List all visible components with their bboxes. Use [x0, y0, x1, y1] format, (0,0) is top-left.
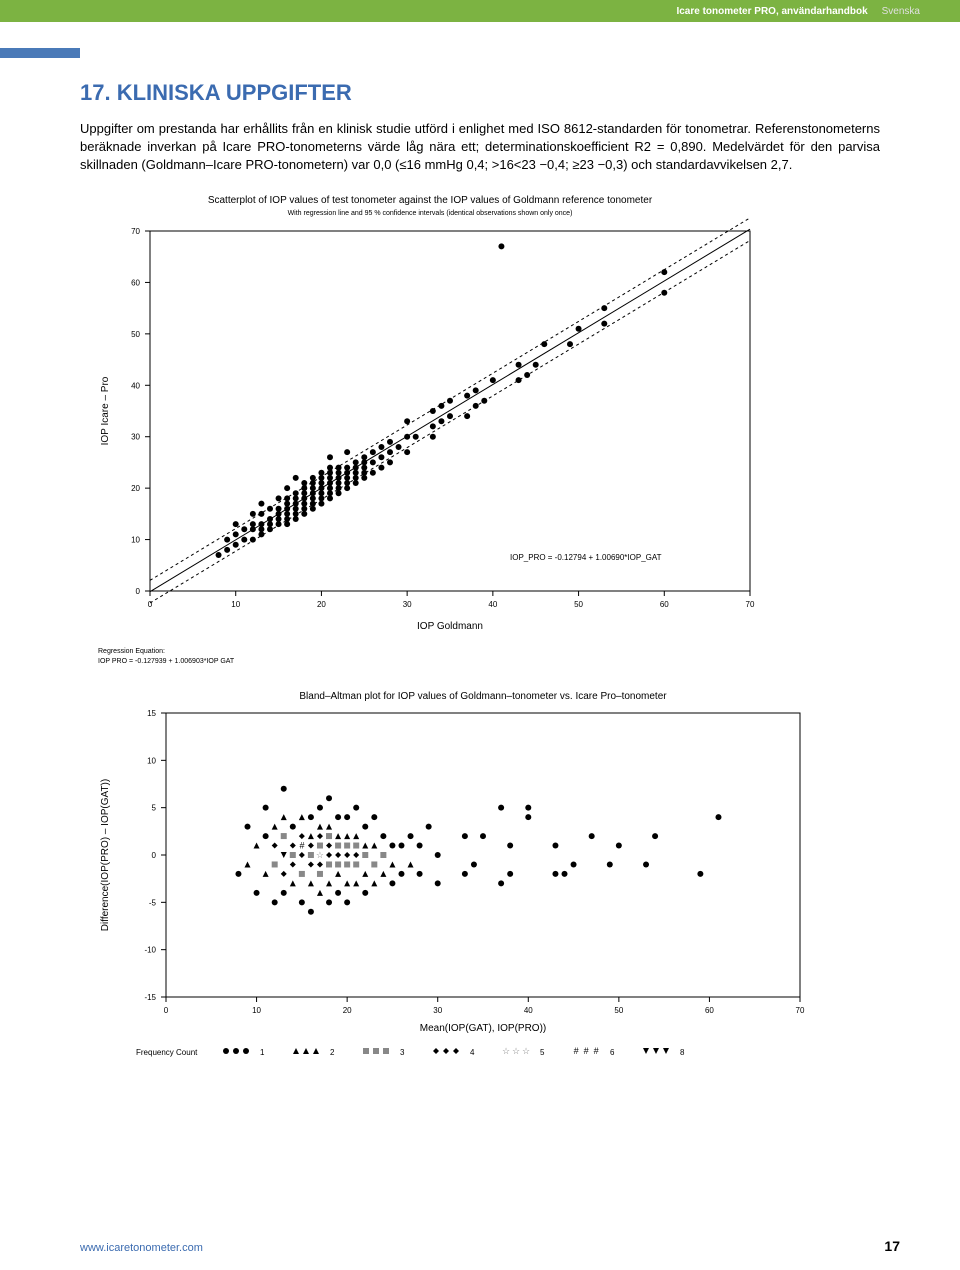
header-bar: Icare tonometer PRO, användarhandbok Sve… [0, 0, 960, 22]
svg-text:#: # [573, 1046, 579, 1056]
scatter-figure: Scatterplot of IOP values of test tonome… [90, 191, 880, 671]
svg-text:IOP Goldmann: IOP Goldmann [417, 621, 483, 632]
svg-text:70: 70 [796, 1006, 805, 1015]
header-language: Svenska [882, 6, 920, 17]
svg-text:0: 0 [164, 1006, 169, 1015]
svg-text:☆: ☆ [316, 850, 324, 860]
content: 17. KLINISKA UPPGIFTER Uppgifter om pres… [80, 80, 880, 1067]
svg-text:20: 20 [131, 484, 140, 493]
svg-text:☆: ☆ [512, 1046, 520, 1056]
svg-text:4: 4 [470, 1048, 475, 1057]
svg-text:10: 10 [131, 535, 140, 544]
svg-text:20: 20 [317, 600, 326, 609]
svg-text:IOP PRO = -0.127939 + 1.006903: IOP PRO = -0.127939 + 1.006903*IOP GAT [98, 658, 235, 665]
bland-altman-figure: Bland–Altman plot for IOP values of Gold… [90, 687, 880, 1067]
svg-text:20: 20 [343, 1006, 352, 1015]
section-heading: 17. KLINISKA UPPGIFTER [80, 80, 880, 106]
svg-text:2: 2 [330, 1048, 335, 1057]
svg-text:IOP Icare – Pro: IOP Icare – Pro [100, 376, 111, 445]
scatter-chart: Scatterplot of IOP values of test tonome… [90, 191, 770, 671]
svg-text:☆: ☆ [522, 1046, 530, 1056]
svg-text:☆: ☆ [502, 1046, 510, 1056]
svg-text:1: 1 [260, 1048, 265, 1057]
svg-text:5: 5 [540, 1048, 545, 1057]
svg-text:#: # [299, 840, 305, 850]
svg-text:#: # [583, 1046, 589, 1056]
svg-text:Scatterplot of IOP values of t: Scatterplot of IOP values of test tonome… [208, 195, 653, 206]
svg-text:40: 40 [524, 1006, 533, 1015]
svg-text:IOP_PRO = -0.12794 + 1.00690*I: IOP_PRO = -0.12794 + 1.00690*IOP_GAT [510, 553, 662, 562]
svg-text:60: 60 [705, 1006, 714, 1015]
svg-text:50: 50 [131, 329, 140, 338]
footer-url: www.icaretonometer.com [80, 1242, 203, 1254]
svg-text:30: 30 [403, 600, 412, 609]
svg-text:0: 0 [152, 851, 157, 860]
svg-text:Regression Equation:: Regression Equation: [98, 648, 165, 655]
svg-text:Difference(IOP(PRO) – IOP(GAT): Difference(IOP(PRO) – IOP(GAT)) [100, 778, 111, 930]
svg-text:6: 6 [610, 1048, 615, 1057]
svg-text:50: 50 [614, 1006, 623, 1015]
svg-text:50: 50 [574, 600, 583, 609]
header-title: Icare tonometer PRO, användarhandbok [676, 6, 867, 17]
page-number: 17 [884, 1238, 900, 1254]
footer: www.icaretonometer.com 17 [80, 1238, 900, 1254]
svg-text:5: 5 [152, 803, 157, 812]
svg-text:10: 10 [231, 600, 240, 609]
svg-text:Mean(IOP(GAT), IOP(PRO)): Mean(IOP(GAT), IOP(PRO)) [420, 1023, 547, 1034]
svg-text:10: 10 [252, 1006, 261, 1015]
svg-text:30: 30 [433, 1006, 442, 1015]
accent-line [0, 48, 80, 58]
svg-text:3: 3 [400, 1048, 405, 1057]
svg-text:70: 70 [131, 227, 140, 236]
svg-text:10: 10 [147, 756, 156, 765]
svg-text:Bland–Altman plot for IOP valu: Bland–Altman plot for IOP values of Gold… [299, 691, 667, 702]
svg-text:30: 30 [131, 432, 140, 441]
svg-text:#: # [593, 1046, 599, 1056]
svg-text:-15: -15 [144, 993, 156, 1002]
svg-text:8: 8 [680, 1048, 685, 1057]
svg-text:-10: -10 [144, 945, 156, 954]
bland-altman-chart: Bland–Altman plot for IOP values of Gold… [90, 687, 820, 1067]
svg-text:0: 0 [136, 587, 141, 596]
svg-text:40: 40 [488, 600, 497, 609]
svg-text:60: 60 [131, 278, 140, 287]
svg-text:60: 60 [660, 600, 669, 609]
svg-text:-5: -5 [149, 898, 157, 907]
svg-text:With regression line and 95 %: With regression line and 95 % confidence… [288, 210, 573, 217]
svg-text:40: 40 [131, 381, 140, 390]
svg-text:15: 15 [147, 709, 156, 718]
section-body: Uppgifter om prestanda har erhållits frå… [80, 120, 880, 175]
svg-text:70: 70 [746, 600, 755, 609]
svg-text:Frequency Count: Frequency Count [136, 1048, 198, 1057]
